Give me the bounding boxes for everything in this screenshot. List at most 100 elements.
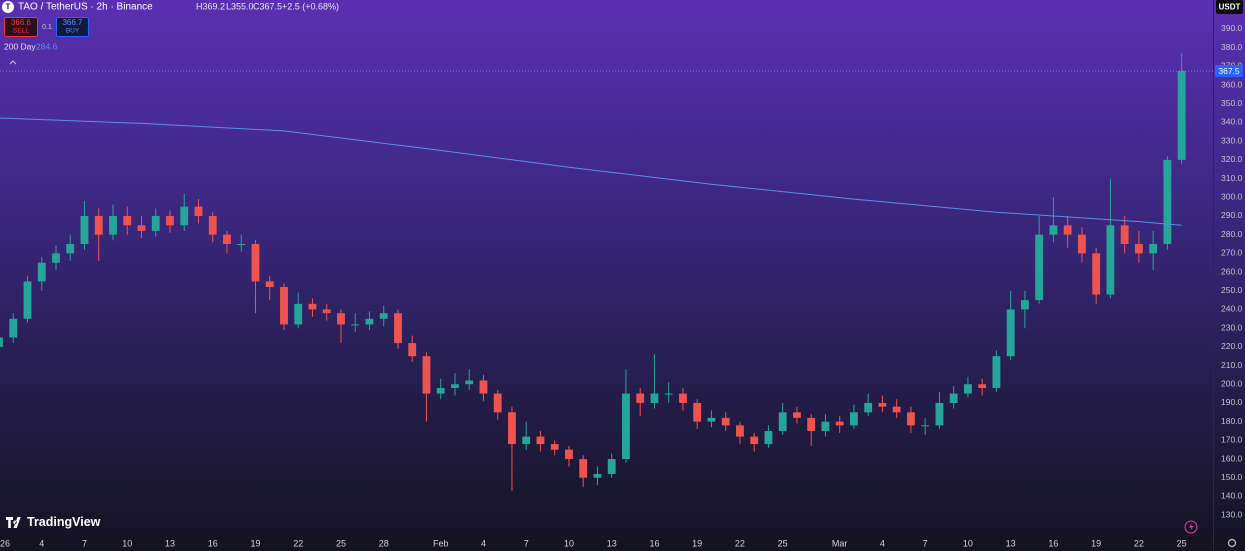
- x-tick-label: 28: [379, 538, 389, 548]
- candle-body: [593, 473, 602, 478]
- x-tick-label: 10: [122, 538, 132, 548]
- candle-body: [80, 215, 89, 245]
- candle-body: [1106, 225, 1115, 295]
- x-tick-label: 26: [0, 538, 10, 548]
- candle-body: [921, 425, 930, 427]
- y-tick-label: 200.0: [1221, 378, 1243, 388]
- candle-body: [151, 215, 160, 231]
- settings-icon[interactable]: [1227, 538, 1237, 548]
- candle-body: [394, 313, 402, 344]
- candle-body: [322, 309, 331, 314]
- currency-box[interactable]: [1216, 0, 1243, 14]
- y-tick-label: 230.0: [1221, 322, 1243, 332]
- candle-body: [892, 406, 901, 413]
- logo: TradingView: [6, 515, 101, 529]
- sell-price: 366.6: [11, 18, 32, 27]
- candle-body: [736, 425, 744, 437]
- candle-body: [949, 393, 958, 403]
- candle-body: [764, 430, 773, 445]
- y-tick-label: 280.0: [1221, 229, 1243, 239]
- candle-body: [793, 412, 801, 418]
- x-tick-label: 13: [607, 538, 617, 548]
- candle-body: [1149, 244, 1158, 254]
- candle-body: [137, 225, 146, 231]
- y-tick-label: 350.0: [1221, 98, 1243, 108]
- candle-body: [992, 356, 1001, 388]
- candle-body: [935, 402, 944, 426]
- alert-icon[interactable]: [1184, 520, 1198, 534]
- y-tick-label: 140.0: [1221, 491, 1243, 501]
- candle-body: [508, 412, 516, 445]
- buy-button[interactable]: [56, 17, 89, 37]
- ohlc-low: L355.0: [226, 1, 254, 11]
- x-tick-label: 22: [293, 538, 303, 548]
- candle-body: [0, 337, 3, 347]
- x-tick-label: 25: [778, 538, 788, 548]
- candle-body: [451, 384, 459, 388]
- ohlc-high: H369.2: [196, 1, 225, 11]
- candle-body: [1163, 159, 1172, 245]
- y-tick-label: 210.0: [1221, 360, 1243, 370]
- candle-body: [850, 412, 858, 426]
- candle-body: [864, 402, 873, 413]
- candle-body: [422, 356, 431, 394]
- indicator-name[interactable]: 200 Day: [4, 41, 36, 51]
- candle-body: [550, 444, 559, 450]
- candle-body: [622, 393, 630, 460]
- candle-body: [807, 417, 816, 431]
- symbol-icon-letter: T: [6, 3, 11, 12]
- plot-area: [0, 53, 1213, 491]
- candle-body: [208, 215, 217, 235]
- candle-body: [1077, 234, 1086, 254]
- candle-body: [607, 459, 616, 474]
- symbol-title[interactable]: TAO / TetherUS · 2h · Binance: [18, 2, 153, 13]
- candle-body: [679, 393, 687, 403]
- y-tick-label: 190.0: [1221, 397, 1243, 407]
- candle-body: [1049, 225, 1058, 235]
- candle-body: [408, 343, 417, 357]
- buy-price: 366.7: [62, 18, 83, 27]
- moving-average-line: [0, 117, 1182, 226]
- candle-body: [237, 244, 246, 246]
- candle-body: [94, 215, 103, 235]
- symbol-icon[interactable]: [2, 1, 14, 13]
- candle-body: [280, 287, 288, 325]
- candle-body: [9, 318, 18, 338]
- candle-body: [693, 402, 702, 422]
- candle-body: [365, 318, 374, 325]
- candle-body: [265, 281, 274, 288]
- y-tick-label: 260.0: [1221, 266, 1243, 276]
- indicator-value: 284.6: [36, 41, 58, 51]
- candle-body: [180, 206, 189, 226]
- currency-label: USDT: [1219, 3, 1241, 12]
- x-tick-label: Feb: [433, 538, 449, 548]
- y-tick-label: 130.0: [1221, 509, 1243, 519]
- time-axis-strip: [0, 537, 1245, 551]
- candle-body: [251, 244, 260, 282]
- x-tick-label: 16: [208, 538, 218, 548]
- candle-body: [166, 215, 174, 226]
- spread: 0.1: [42, 24, 52, 31]
- candle-body: [1020, 300, 1029, 310]
- candle-body: [579, 459, 588, 478]
- logo-text: TradingView: [27, 515, 101, 529]
- ohlc-close: C367.5: [253, 1, 282, 11]
- y-tick-label: 250.0: [1221, 285, 1243, 295]
- candle-body: [750, 436, 759, 445]
- candle-body: [978, 384, 987, 388]
- x-tick-label: 13: [1006, 538, 1016, 548]
- y-tick-label: 390.0: [1221, 23, 1243, 33]
- x-tick-label: 16: [1048, 538, 1058, 548]
- x-tick-label: 25: [336, 538, 346, 548]
- candle-body: [337, 313, 345, 325]
- candle-body: [109, 215, 117, 235]
- y-tick-label: 330.0: [1221, 135, 1243, 145]
- x-tick-label: 7: [923, 538, 928, 548]
- logo-mark: [6, 517, 21, 528]
- x-tick-label: 25: [1177, 538, 1187, 548]
- collapse-caret[interactable]: [9, 60, 17, 65]
- candle-body: [1177, 71, 1186, 160]
- sell-button[interactable]: [4, 17, 38, 37]
